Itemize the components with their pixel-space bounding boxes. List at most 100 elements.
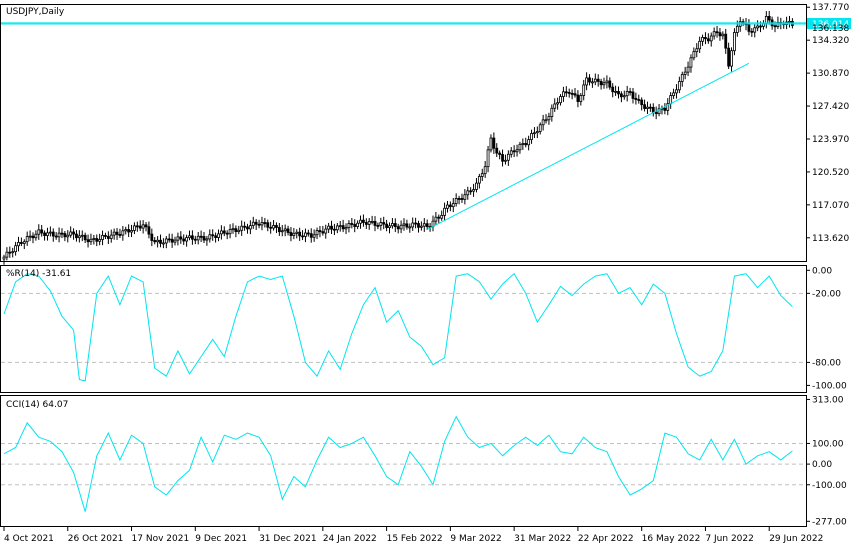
candle-body-up [388, 225, 391, 228]
candle-body-down [759, 25, 762, 28]
trend-line[interactable] [426, 62, 750, 230]
candle-body-up [504, 159, 507, 162]
candle-body-up [344, 227, 348, 230]
candle-body-down [640, 99, 644, 106]
time-tick-label: 7 Jun 2022 [705, 534, 753, 544]
candle-body-up [735, 25, 739, 33]
candle-body-down [75, 233, 78, 239]
candle-body-up [11, 251, 15, 254]
candle-body-up [683, 71, 687, 75]
candle [753, 23, 757, 38]
candle-body-down [31, 235, 35, 239]
candle [530, 129, 533, 144]
candle-body-down [651, 106, 655, 113]
candle-body-up [57, 232, 61, 238]
candle-body-up [89, 238, 93, 243]
candle-body-down [269, 226, 273, 229]
candle-body-down [425, 223, 429, 227]
candle [509, 147, 513, 158]
candle-body-down [193, 238, 197, 241]
candle-body-up [692, 51, 696, 59]
candle [628, 87, 632, 96]
candle-body-down [118, 234, 122, 236]
candle-body-up [28, 235, 32, 238]
candle-body-up [48, 231, 52, 234]
candle-body-down [512, 150, 516, 153]
candle-body-down [564, 91, 568, 94]
candle [106, 231, 110, 245]
candle [370, 215, 374, 225]
candle-body-up [46, 232, 49, 236]
price-tick-label: 123.970 [812, 135, 849, 145]
candle-body-down [460, 198, 464, 200]
candle [709, 32, 713, 47]
candle-body-up [509, 150, 513, 155]
candle-body-down [54, 235, 58, 238]
candle [373, 216, 377, 232]
candle-body-up [547, 116, 551, 121]
candle-body-up [14, 245, 17, 253]
candle-body-up [121, 230, 125, 236]
candle [486, 145, 490, 173]
time-tick-label: 22 Apr 2022 [578, 534, 634, 544]
candle [219, 225, 223, 240]
candle [675, 84, 678, 99]
candle-body-up [527, 139, 531, 146]
candle [144, 222, 148, 232]
candle [608, 77, 612, 90]
candle-body-up [440, 214, 444, 219]
candle [440, 210, 444, 221]
candle-body-up [585, 77, 589, 86]
candle-body-down [333, 228, 336, 231]
candle [22, 239, 26, 250]
current-price-badge [807, 18, 851, 30]
candle [359, 215, 362, 229]
candle-body-up [669, 95, 673, 105]
candle-body-up [101, 235, 104, 240]
time-tick-label: 15 Feb 2022 [387, 534, 443, 544]
candle [243, 221, 246, 231]
candle [330, 220, 333, 235]
candle [617, 86, 620, 99]
candle-body-up [185, 237, 189, 242]
candle-body-down [417, 223, 420, 228]
candle [712, 27, 716, 40]
candle-body-up [335, 225, 339, 231]
candle-body-up [98, 239, 102, 242]
candle [2, 254, 6, 265]
candle [576, 90, 580, 108]
price-tick-label: 134.320 [812, 36, 849, 46]
candle-body-up [176, 236, 180, 241]
candle-body-up [422, 223, 426, 227]
candle-body-up [535, 131, 539, 134]
candle [550, 104, 554, 122]
candle [480, 168, 484, 181]
price-panel-frame [0, 4, 807, 262]
candle [683, 66, 687, 80]
candle [8, 246, 12, 258]
candle-body-down [225, 232, 229, 235]
candle [457, 195, 461, 205]
candle-body-up [292, 232, 296, 236]
candle-body-down [277, 227, 281, 233]
candle [733, 28, 736, 56]
candle [101, 230, 104, 246]
candle [721, 31, 725, 40]
candle [298, 227, 302, 241]
candle [362, 214, 365, 227]
candle-body-up [399, 224, 403, 230]
candle-body-down [767, 16, 771, 21]
candle-body-up [466, 190, 470, 196]
candle-body-down [318, 230, 322, 233]
candle [382, 216, 386, 230]
candle [730, 47, 733, 72]
cci-panel-frame [0, 395, 807, 527]
candle-body-up [677, 81, 681, 91]
candle [185, 234, 189, 247]
candle-body-up [283, 228, 287, 232]
candle-body-up [112, 231, 116, 236]
candle [162, 238, 165, 249]
